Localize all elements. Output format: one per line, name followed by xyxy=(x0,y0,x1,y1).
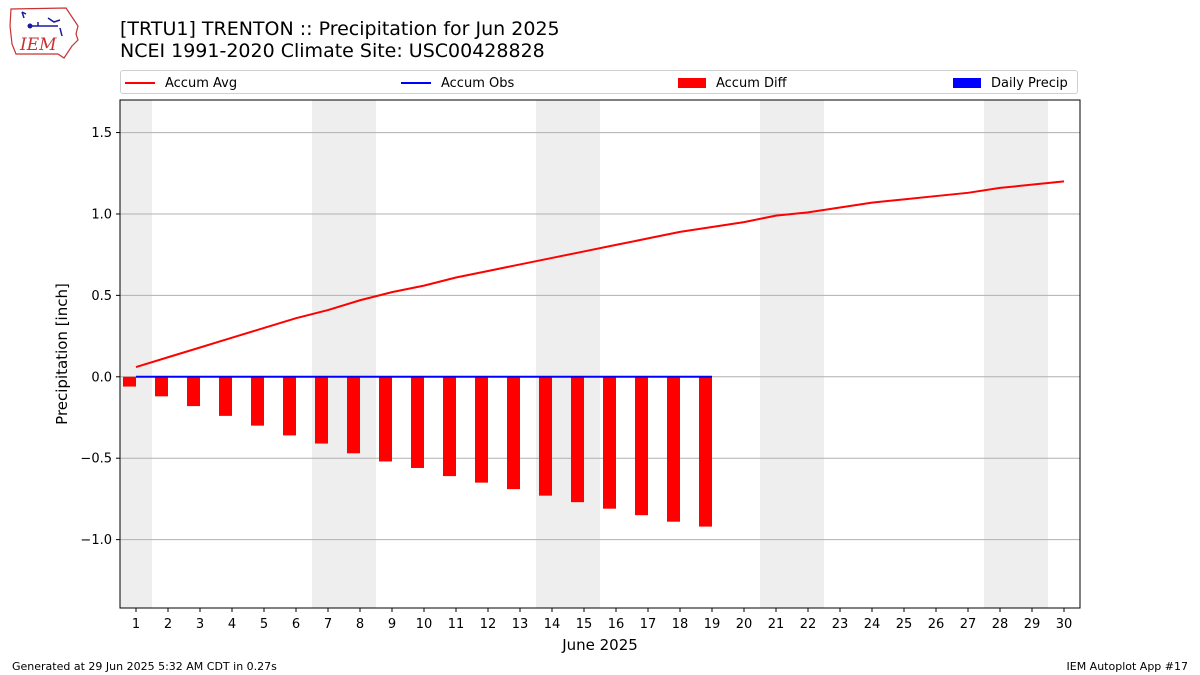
x-tick-label: 9 xyxy=(388,617,396,632)
bar-accum-diff xyxy=(603,376,616,509)
plot-frame xyxy=(119,99,1081,609)
weekend-shade xyxy=(120,100,152,608)
x-tick-label: 11 xyxy=(448,617,465,632)
bar-accum-diff xyxy=(187,376,200,407)
legend-item-accum-avg: Accum Avg xyxy=(125,74,237,92)
x-tick-label: 28 xyxy=(992,617,1009,632)
x-tick-label: 17 xyxy=(640,617,657,632)
x-tick-label: 10 xyxy=(416,617,433,632)
legend-label: Accum Avg xyxy=(165,75,238,91)
x-tick-label: 16 xyxy=(608,617,625,632)
legend-item-accum-diff: Accum Diff xyxy=(678,74,787,92)
weekend-shade xyxy=(312,100,344,608)
bar-accum-diff xyxy=(635,376,648,516)
x-tick-label: 12 xyxy=(480,617,497,632)
logo-text: IEM xyxy=(19,35,57,55)
bar-accum-diff xyxy=(379,376,392,462)
x-tick-label: 27 xyxy=(960,617,977,632)
legend-swatch xyxy=(125,82,155,84)
x-tick-label: 18 xyxy=(672,617,689,632)
weekend-shade xyxy=(792,100,824,608)
weekend-shade xyxy=(1016,100,1048,608)
bar-accum-diff xyxy=(539,376,552,496)
x-tick-label: 6 xyxy=(292,617,300,632)
weekend-shade xyxy=(984,100,1016,608)
y-tick-label: 0.0 xyxy=(91,370,112,385)
legend-label: Accum Obs xyxy=(441,75,515,91)
bar-accum-diff xyxy=(571,376,584,503)
line-accum-avg xyxy=(135,180,1065,368)
x-tick-label: 20 xyxy=(736,617,753,632)
legend-label: Accum Diff xyxy=(716,75,787,91)
bar-accum-diff xyxy=(699,376,712,527)
bar-accum-diff xyxy=(507,376,520,490)
bar-accum-diff xyxy=(315,376,328,444)
legend-swatch xyxy=(401,82,431,84)
x-tick-label: 25 xyxy=(896,617,913,632)
x-tick-label: 29 xyxy=(1024,617,1041,632)
weekend-shade xyxy=(568,100,600,608)
x-tick-label: 15 xyxy=(576,617,593,632)
legend-swatch xyxy=(953,78,981,88)
bar-accum-diff xyxy=(219,376,232,416)
bar-accum-diff xyxy=(155,376,168,397)
bar-accum-diff xyxy=(251,376,264,426)
weekend-shade xyxy=(344,100,376,608)
x-tick-label: 21 xyxy=(768,617,785,632)
y-tick-label: −1.0 xyxy=(80,533,112,548)
y-tick-label: 1.5 xyxy=(91,126,112,141)
x-tick-label: 7 xyxy=(324,617,332,632)
y-tick-label: 1.0 xyxy=(91,207,112,222)
x-axis-label: June 2025 xyxy=(561,636,638,654)
legend-item-daily-precip: Daily Precip xyxy=(953,74,1068,92)
weekend-shade xyxy=(536,100,568,608)
x-tick-label: 30 xyxy=(1056,617,1073,632)
x-tick-label: 4 xyxy=(228,617,236,632)
bar-accum-diff xyxy=(283,376,296,436)
x-tick-label: 14 xyxy=(544,617,561,632)
bar-accum-diff xyxy=(475,376,488,483)
y-tick-label: 0.5 xyxy=(91,289,112,304)
bar-accum-diff xyxy=(443,376,456,477)
legend-label: Daily Precip xyxy=(991,75,1068,91)
chart-title: [TRTU1] TRENTON :: Precipitation for Jun… xyxy=(120,18,560,40)
x-tick-label: 1 xyxy=(132,617,140,632)
x-tick-label: 24 xyxy=(864,617,881,632)
x-tick-label: 26 xyxy=(928,617,945,632)
x-tick-label: 23 xyxy=(832,617,849,632)
x-tick-label: 3 xyxy=(196,617,204,632)
bar-accum-diff xyxy=(411,376,424,468)
x-tick-label: 19 xyxy=(704,617,721,632)
bar-accum-diff xyxy=(667,376,680,522)
legend-item-accum-obs: Accum Obs xyxy=(401,74,514,92)
bar-accum-diff xyxy=(347,376,360,454)
legend-swatch xyxy=(678,78,706,88)
y-axis-label: Precipitation [inch] xyxy=(53,283,71,425)
y-tick-label: −0.5 xyxy=(80,452,112,467)
x-tick-label: 13 xyxy=(512,617,529,632)
x-tick-label: 22 xyxy=(800,617,817,632)
footer-generated: Generated at 29 Jun 2025 5:32 AM CDT in … xyxy=(12,660,277,673)
weekend-shade xyxy=(760,100,792,608)
bar-accum-diff xyxy=(123,376,136,387)
footer-app: IEM Autoplot App #17 xyxy=(1066,660,1189,673)
chart-subtitle: NCEI 1991-2020 Climate Site: USC00428828 xyxy=(120,40,545,62)
iem-logo: IEM xyxy=(9,7,79,59)
legend: Accum Avg Accum Obs Accum Diff Daily Pre… xyxy=(120,70,1078,94)
x-tick-label: 8 xyxy=(356,617,364,632)
x-tick-label: 2 xyxy=(164,617,172,632)
x-tick-label: 5 xyxy=(260,617,268,632)
